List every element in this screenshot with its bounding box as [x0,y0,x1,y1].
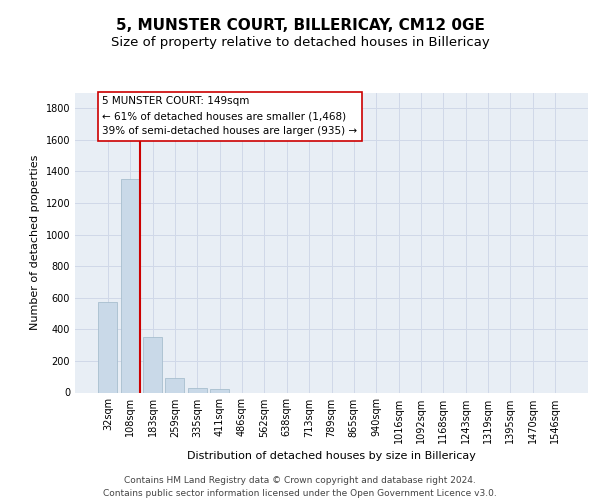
Text: Contains public sector information licensed under the Open Government Licence v3: Contains public sector information licen… [103,489,497,498]
Bar [121,180,140,392]
Bar [166,378,184,392]
Bar [143,337,162,392]
Text: 5, MUNSTER COURT, BILLERICAY, CM12 0GE: 5, MUNSTER COURT, BILLERICAY, CM12 0GE [116,18,484,32]
X-axis label: Distribution of detached houses by size in Billericay: Distribution of detached houses by size … [187,451,476,461]
Text: Contains HM Land Registry data © Crown copyright and database right 2024.: Contains HM Land Registry data © Crown c… [124,476,476,485]
Y-axis label: Number of detached properties: Number of detached properties [30,155,40,330]
Text: 5 MUNSTER COURT: 149sqm
← 61% of detached houses are smaller (1,468)
39% of semi: 5 MUNSTER COURT: 149sqm ← 61% of detache… [102,96,358,136]
Bar [188,388,207,392]
Bar [98,302,118,392]
Bar [210,390,229,392]
Text: Size of property relative to detached houses in Billericay: Size of property relative to detached ho… [110,36,490,49]
